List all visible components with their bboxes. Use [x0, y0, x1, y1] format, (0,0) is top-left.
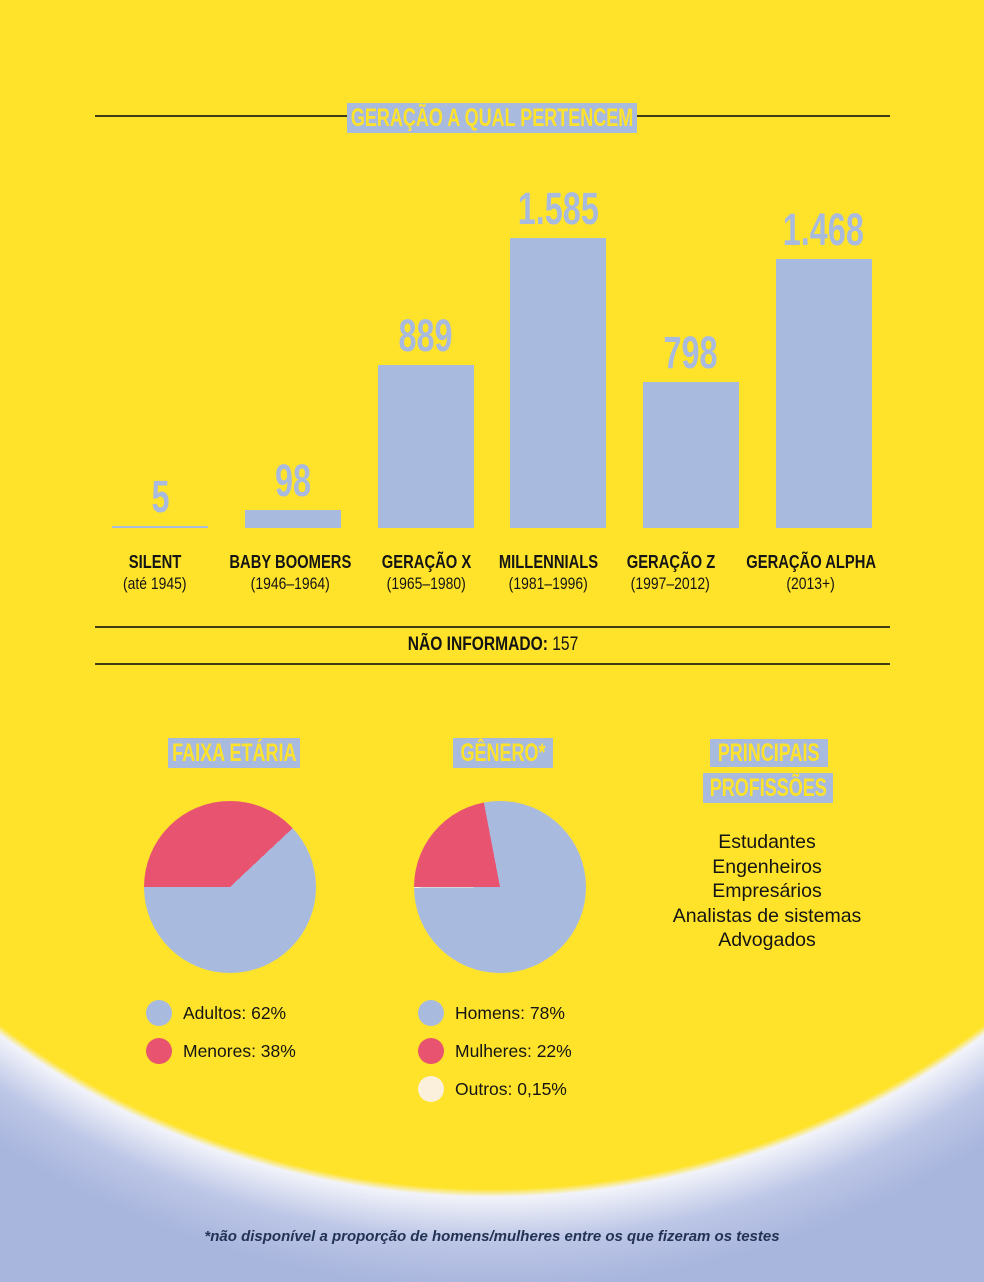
profession-item: Engenheiros — [712, 855, 822, 878]
bar-column: 1.585 — [492, 183, 625, 528]
x-label-silent: SILENT (até 1945) — [94, 552, 216, 594]
category-name: SILENT — [128, 552, 182, 572]
category-period: (1997–2012) — [631, 573, 711, 593]
outros-swatch-icon — [418, 1076, 444, 1102]
bar-value-label: 798 — [663, 327, 719, 379]
legend-label: Mulheres: 22% — [455, 1040, 572, 1061]
bar-silent — [112, 526, 209, 528]
bar-column: 5 — [94, 471, 227, 528]
bar-column: 889 — [359, 310, 492, 528]
legend-item-mulheres: Mulheres: 22% — [418, 1038, 572, 1064]
bar-geracao-alpha — [775, 259, 872, 528]
category-name: GERAÇÃO Z — [626, 552, 715, 572]
menores-swatch-icon — [146, 1038, 172, 1064]
bar-value-label: 889 — [398, 310, 453, 362]
age-pie-chart — [144, 801, 316, 973]
gender-section-title: GÊNERO* — [460, 738, 546, 767]
bar-value-label: 1.585 — [517, 183, 599, 235]
category-name: GERAÇÃO X — [381, 552, 471, 572]
professions-header-line1: PRINCIPAIS — [710, 739, 828, 767]
bar-baby-boomers — [245, 510, 341, 528]
gender-legend: Homens: 78% Mulheres: 22% Outros: 0,15% — [418, 1000, 572, 1114]
bar-column: 1.468 — [757, 204, 890, 528]
legend-label: Homens: 78% — [455, 1002, 565, 1023]
x-label-geracao-z: GERAÇÃO Z (1997–2012) — [609, 552, 731, 594]
bar-millennials — [510, 238, 607, 528]
not-informed-top-rule — [95, 626, 890, 628]
professions-list: Estudantes Engenheiros Empresários Anali… — [652, 830, 882, 953]
not-informed-row: NÃO INFORMADO: 157 — [95, 634, 890, 656]
bar-value-label: 1.468 — [783, 204, 865, 256]
x-label-millennials: MILLENNIALS (1981–1996) — [487, 552, 609, 594]
legend-item-homens: Homens: 78% — [418, 1000, 572, 1026]
legend-item-adultos: Adultos: 62% — [146, 1000, 296, 1026]
footnote: *não disponível a proporção de homens/mu… — [204, 1228, 780, 1245]
category-period: (até 1945) — [123, 573, 187, 593]
generation-bar-chart: 5 98 889 1.585 798 1.468 — [94, 186, 890, 528]
profession-item: Estudantes — [718, 831, 816, 853]
category-name: GERAÇÃO ALPHA — [745, 552, 876, 572]
category-name: BABY BOOMERS — [229, 552, 352, 572]
legend-item-menores: Menores: 38% — [146, 1038, 296, 1064]
professions-title-line2: PROFISSÕES — [709, 773, 827, 802]
category-period: (2013+) — [786, 573, 836, 593]
adultos-swatch-icon — [146, 1000, 172, 1026]
bar-value-label: 98 — [274, 455, 312, 507]
not-informed-bottom-rule — [95, 663, 890, 665]
age-legend: Adultos: 62% Menores: 38% — [146, 1000, 296, 1076]
gender-section-header: GÊNERO* — [453, 738, 553, 768]
not-informed-value: 157 — [551, 634, 578, 655]
x-label-geracao-x: GERAÇÃO X (1965–1980) — [365, 552, 487, 594]
gender-pie-chart — [414, 801, 586, 973]
professions-header-line2: PROFISSÕES — [703, 773, 833, 803]
category-period: (1981–1996) — [508, 573, 588, 593]
not-informed-label: NÃO INFORMADO: — [407, 634, 548, 655]
bar-value-label: 5 — [151, 471, 170, 523]
homens-swatch-icon — [418, 1000, 444, 1026]
age-section-title: FAIXA ETÁRIA — [171, 738, 297, 767]
bar-geracao-z — [643, 382, 740, 528]
x-label-geracao-alpha: GERAÇÃO ALPHA (2013+) — [732, 552, 890, 594]
chart-title: GERAÇÃO A QUAL PERTENCEM — [350, 103, 634, 132]
legend-item-outros: Outros: 0,15% — [418, 1076, 572, 1102]
category-name: MILLENNIALS — [498, 552, 598, 572]
bar-geracao-x — [377, 365, 474, 528]
x-label-baby-boomers: BABY BOOMERS (1946–1964) — [216, 552, 365, 594]
legend-label: Menores: 38% — [183, 1040, 296, 1061]
profession-item: Advogados — [718, 929, 816, 951]
legend-label: Outros: 0,15% — [455, 1078, 567, 1099]
profession-item: Analistas de sistemas — [672, 904, 862, 927]
legend-label: Adultos: 62% — [183, 1002, 287, 1023]
age-section-header: FAIXA ETÁRIA — [168, 738, 300, 768]
bar-column: 798 — [625, 327, 758, 528]
bar-column: 98 — [227, 455, 360, 528]
mulheres-swatch-icon — [418, 1038, 444, 1064]
category-period: (1965–1980) — [386, 573, 466, 593]
chart-title-banner: GERAÇÃO A QUAL PERTENCEM — [347, 103, 637, 133]
category-period: (1946–1964) — [251, 573, 331, 593]
bar-chart-x-axis: SILENT (até 1945) BABY BOOMERS (1946–196… — [94, 552, 890, 594]
professions-title-line1: PRINCIPAIS — [718, 738, 820, 767]
profession-item: Empresários — [712, 880, 822, 902]
